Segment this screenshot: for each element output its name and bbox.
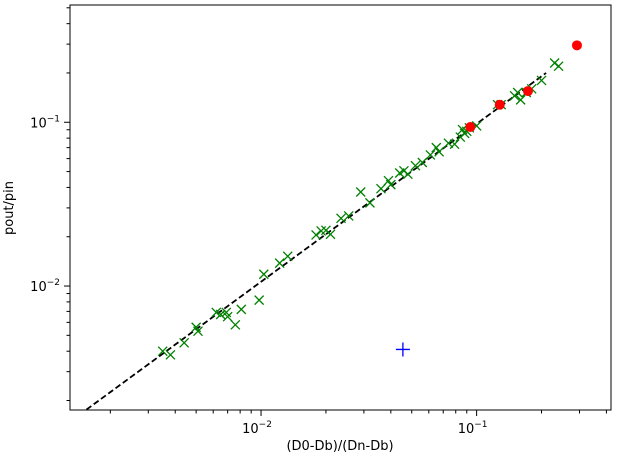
data-point-x	[165, 349, 176, 360]
data-point-x	[376, 183, 386, 194]
data-point-x	[512, 87, 523, 98]
data-point-x	[425, 149, 436, 160]
data-point-x	[449, 139, 460, 150]
data-point-x	[355, 187, 366, 197]
y-axis: 10−2 10−1	[30, 7, 70, 402]
data-point-x	[236, 304, 247, 315]
data-point-plus	[395, 342, 410, 357]
series-1	[465, 40, 582, 133]
x-tick-label: 10−1	[458, 420, 488, 437]
y-tick-label: 10−2	[30, 278, 60, 295]
y-axis-label: pout/pin	[2, 181, 17, 235]
data-point-circle	[494, 99, 505, 110]
data-point-x	[364, 197, 375, 208]
fit-line-layer	[85, 72, 547, 410]
data-point-x	[215, 309, 226, 320]
data-point-x	[402, 169, 413, 180]
data-point-x	[410, 160, 421, 171]
data-point-x	[536, 75, 547, 86]
series-0	[157, 58, 564, 360]
data-point-x	[222, 311, 233, 322]
data-point-circle	[522, 86, 533, 97]
plot-area	[69, 4, 612, 411]
x-axis-label: (D0-Db)/(Dn-Db)	[286, 439, 393, 454]
data-point-circle	[571, 40, 582, 51]
y-tick-label: 10−1	[30, 114, 60, 131]
data-point-x	[311, 230, 322, 240]
series-2	[395, 342, 410, 357]
x-axis: 10−2 10−1	[109, 410, 607, 437]
data-point-x	[282, 251, 293, 262]
data-point-x	[179, 337, 190, 348]
data-point-x	[431, 142, 442, 153]
data-point-x	[385, 179, 396, 190]
fit-line	[85, 72, 547, 410]
data-point-x	[325, 229, 336, 240]
data-point-x	[336, 213, 346, 224]
data-point-x	[343, 210, 354, 221]
data-point-x	[230, 319, 241, 330]
x-tick-label: 10−2	[242, 420, 272, 437]
data-point-x	[193, 326, 203, 337]
data-point-x	[515, 94, 526, 105]
data-point-x	[258, 269, 269, 280]
data-point-x	[417, 157, 428, 168]
points-layer	[157, 40, 582, 360]
data-point-x	[157, 346, 168, 357]
data-point-x	[254, 295, 265, 306]
data-point-circle	[465, 122, 476, 133]
data-point-x	[274, 258, 285, 269]
data-point-x	[553, 61, 564, 72]
data-point-x	[434, 146, 445, 157]
plot-frame	[69, 4, 612, 411]
